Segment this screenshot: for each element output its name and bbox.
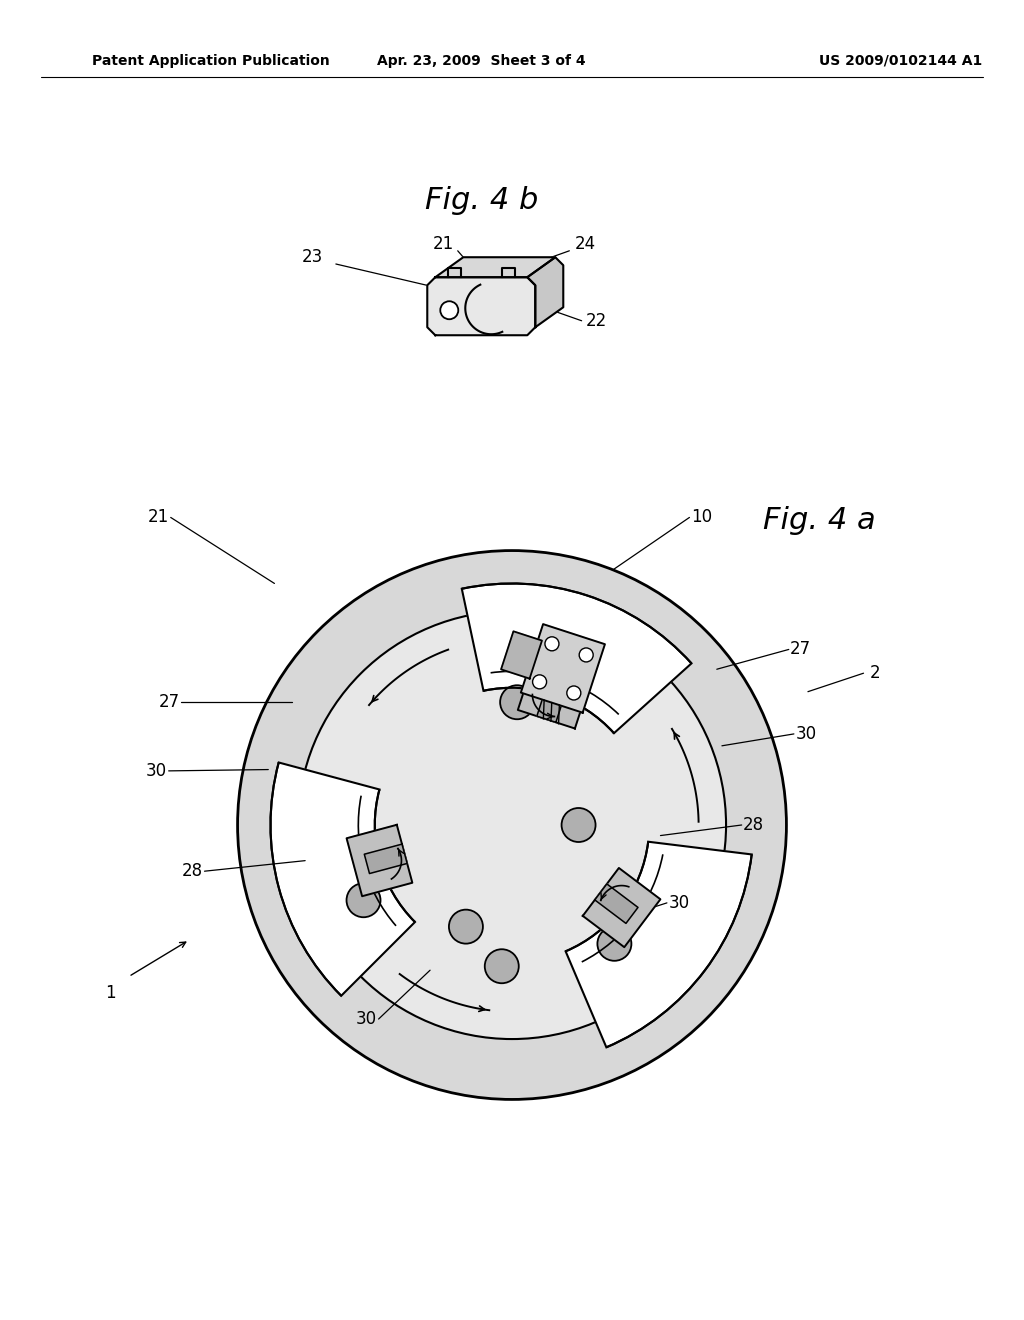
Circle shape xyxy=(440,301,459,319)
Text: Fig. 4 a: Fig. 4 a xyxy=(763,506,876,535)
Circle shape xyxy=(561,808,596,842)
Circle shape xyxy=(449,909,483,944)
Polygon shape xyxy=(427,277,536,335)
Circle shape xyxy=(346,883,381,917)
Circle shape xyxy=(597,927,632,961)
Polygon shape xyxy=(521,624,605,713)
Circle shape xyxy=(238,550,786,1100)
Text: 28: 28 xyxy=(743,816,764,834)
Polygon shape xyxy=(270,763,415,995)
Text: 28: 28 xyxy=(182,862,203,880)
Polygon shape xyxy=(501,631,542,678)
Text: 27: 27 xyxy=(791,640,811,659)
Polygon shape xyxy=(346,825,413,896)
Circle shape xyxy=(532,675,547,689)
Circle shape xyxy=(580,648,593,661)
Text: 30: 30 xyxy=(356,1010,377,1028)
Text: 27: 27 xyxy=(159,693,179,711)
Polygon shape xyxy=(595,884,638,924)
Text: US 2009/0102144 A1: US 2009/0102144 A1 xyxy=(819,54,983,67)
Circle shape xyxy=(298,611,726,1039)
Polygon shape xyxy=(365,843,408,874)
Text: 21: 21 xyxy=(433,235,454,253)
Circle shape xyxy=(545,636,559,651)
Text: 30: 30 xyxy=(796,725,816,743)
Text: 1: 1 xyxy=(105,983,116,1002)
Text: 23: 23 xyxy=(302,248,323,267)
Text: Apr. 23, 2009  Sheet 3 of 4: Apr. 23, 2009 Sheet 3 of 4 xyxy=(377,54,586,67)
Circle shape xyxy=(500,685,535,719)
Circle shape xyxy=(484,949,519,983)
Text: Patent Application Publication: Patent Application Publication xyxy=(92,54,330,67)
Text: 30: 30 xyxy=(146,762,167,780)
Polygon shape xyxy=(537,678,568,722)
Polygon shape xyxy=(435,257,555,277)
Circle shape xyxy=(567,686,581,700)
Polygon shape xyxy=(565,842,752,1047)
Text: 2: 2 xyxy=(870,664,881,682)
Polygon shape xyxy=(462,583,691,733)
Text: 22: 22 xyxy=(586,312,606,330)
Polygon shape xyxy=(583,869,660,948)
Text: 10: 10 xyxy=(691,508,712,527)
Text: 24: 24 xyxy=(575,235,596,253)
Text: 21: 21 xyxy=(148,508,169,527)
Text: Fig. 4 b: Fig. 4 b xyxy=(425,186,538,215)
Polygon shape xyxy=(518,660,591,729)
Text: 30: 30 xyxy=(669,894,689,912)
Polygon shape xyxy=(527,257,563,327)
